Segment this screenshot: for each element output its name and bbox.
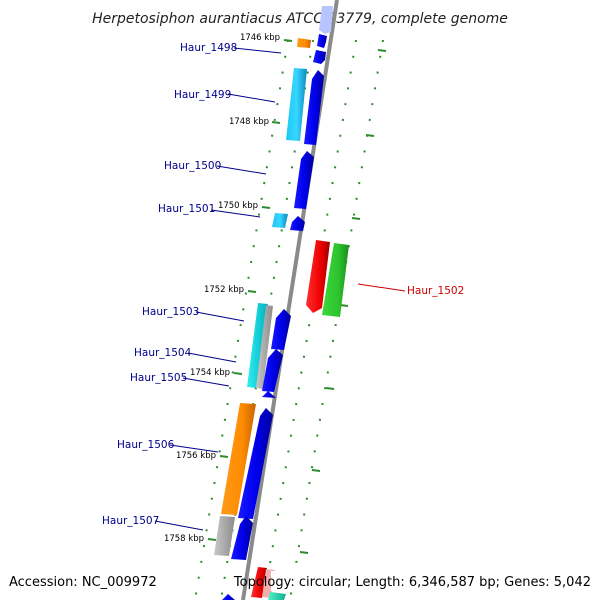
gene-arrow-top-partial[interactable]	[319, 6, 333, 34]
gene-arrow-1503-blue[interactable]	[271, 309, 291, 350]
gene-bottom-blue[interactable]	[222, 594, 235, 600]
gene-label-haur-1501[interactable]: Haur_1501	[158, 203, 215, 215]
gene-arrow-1497-b[interactable]	[313, 50, 326, 64]
kbp-label: 1758 kbp	[164, 534, 204, 544]
label-connectors	[154, 47, 406, 531]
gene-label-haur-1500[interactable]: Haur_1500	[164, 160, 221, 172]
kbp-label: 1750 kbp	[218, 201, 258, 211]
gene-label-haur-1499[interactable]: Haur_1499	[174, 89, 231, 101]
tick-1752	[247, 290, 257, 293]
tick-1754	[233, 372, 243, 375]
connector-haur-1503	[195, 311, 245, 322]
accession-text: Accession: NC_009972	[9, 575, 157, 590]
tick-1756	[219, 455, 229, 458]
tick-1746	[283, 39, 293, 42]
kbp-label: 1754 kbp	[190, 368, 230, 378]
tick-1748	[271, 121, 281, 124]
tick-1750	[261, 206, 271, 209]
gene-haur-1504[interactable]	[262, 349, 283, 392]
kbp-labels: 1746 kbp 1748 kbp 1750 kbp 1752 kbp 1754…	[164, 33, 280, 544]
scale-ticks	[207, 39, 293, 541]
right-tick	[299, 551, 309, 554]
gene-label-haur-1507[interactable]: Haur_1507	[102, 515, 159, 527]
gene-arrow-1502-green[interactable]	[322, 243, 349, 317]
gene-arrow-1503-gray[interactable]	[256, 305, 273, 389]
connector-haur-1499	[227, 93, 276, 103]
right-tick	[311, 469, 321, 472]
gene-arrow-1507-blue[interactable]	[231, 516, 253, 560]
connector-haur-1507	[154, 520, 204, 531]
gene-haur-1499[interactable]	[286, 68, 307, 141]
genome-backbone	[241, 0, 339, 600]
genome-title: Herpetosiphon aurantiacus ATCC 23779, co…	[92, 11, 508, 27]
connector-haur-1501	[210, 209, 261, 218]
connector-haur-1505	[182, 377, 230, 387]
gene-features	[214, 6, 349, 600]
kbp-label: 1746 kbp	[240, 33, 280, 43]
tick-1758	[207, 538, 217, 541]
gene-haur-1501[interactable]	[272, 213, 288, 228]
right-tick	[325, 387, 335, 390]
connector-haur-1504	[187, 352, 237, 363]
connector-haur-1498	[233, 47, 282, 54]
gene-haur-1505[interactable]	[262, 391, 276, 398]
gene-arrow-1497-a[interactable]	[317, 34, 327, 48]
gene-arrow-haur-1498[interactable]	[297, 38, 311, 48]
connector-haur-1506	[169, 444, 219, 453]
gene-label-haur-1503[interactable]: Haur_1503	[142, 306, 199, 318]
footer-background-accession	[6, 571, 146, 591]
connector-haur-1500	[216, 165, 267, 175]
gene-arrow-1501-b[interactable]	[290, 216, 305, 231]
gene-haur-1500[interactable]	[294, 151, 314, 209]
gene-haur-1506[interactable]	[221, 403, 256, 515]
gene-label-haur-1505[interactable]: Haur_1505	[130, 372, 187, 384]
connector-haur-1502	[357, 283, 406, 292]
gene-bottom-teal[interactable]	[268, 592, 286, 600]
gene-label-haur-1502[interactable]: Haur_1502	[407, 285, 464, 297]
kbp-label: 1752 kbp	[204, 285, 244, 295]
gene-label-haur-1504[interactable]: Haur_1504	[134, 347, 192, 359]
kbp-label: 1748 kbp	[229, 117, 269, 127]
gene-arrow-forward-1499[interactable]	[304, 70, 324, 145]
kbp-label: 1756 kbp	[176, 451, 216, 461]
gene-haur-1507[interactable]	[214, 516, 235, 556]
right-tick	[351, 217, 361, 220]
gene-haur-1503[interactable]	[247, 303, 268, 388]
genome-summary-text: Topology: circular; Length: 6,346,587 bp…	[233, 575, 591, 590]
outer-right-track-line	[289, 39, 384, 600]
gene-label-haur-1506[interactable]: Haur_1506	[117, 439, 175, 451]
right-tick	[365, 134, 375, 137]
gene-labels: Haur_1498 Haur_1499 Haur_1500 Haur_1501 …	[102, 42, 464, 527]
footer-background-summary	[271, 571, 593, 591]
gene-haur-1502[interactable]	[306, 240, 330, 313]
gene-arrow-1506-blue[interactable]	[238, 408, 273, 519]
right-tick	[377, 49, 387, 52]
gene-label-haur-1498[interactable]: Haur_1498	[180, 42, 237, 54]
